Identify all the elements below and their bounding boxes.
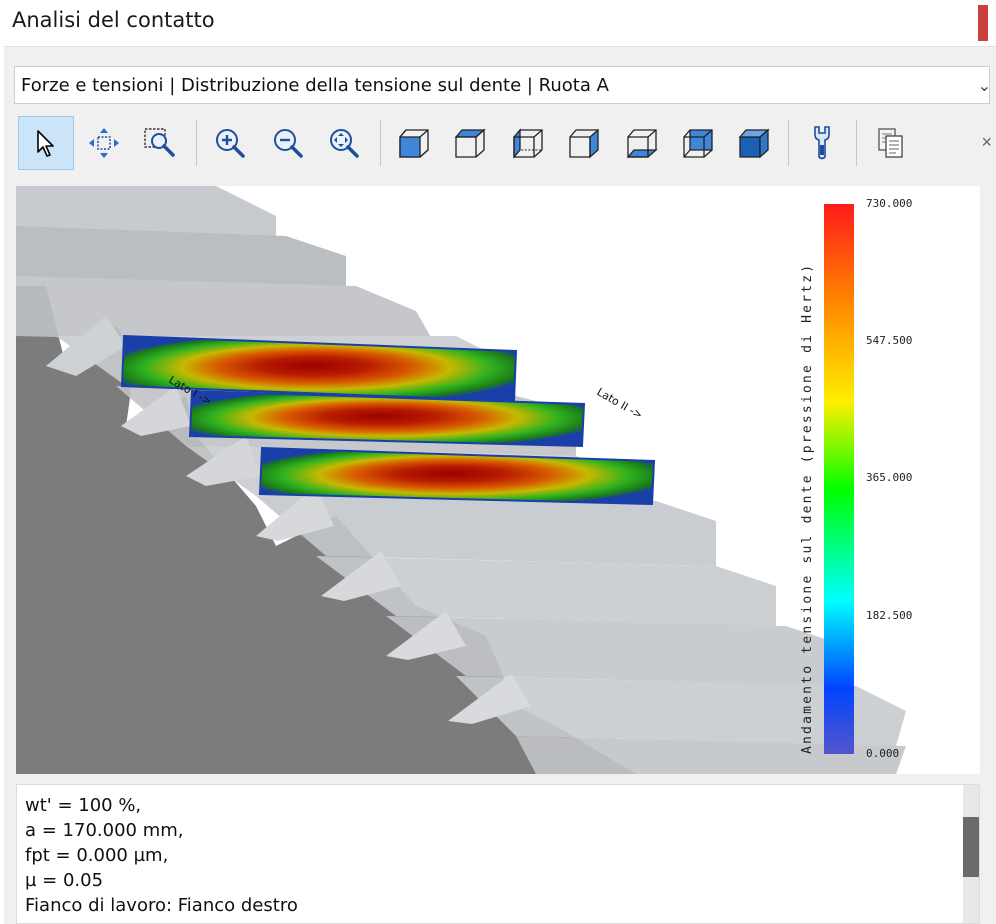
view-front-icon (399, 129, 429, 158)
pointer-icon (37, 130, 54, 157)
stress-bands (120, 334, 656, 506)
contact-plot: Lato I -> Lato II -> 730.000 547.500 365… (16, 186, 912, 774)
window-title: Analisi del contatto (12, 8, 215, 32)
view-selector-dropdown[interactable]: Forze e tensioni | Distribuzione della t… (14, 66, 991, 104)
scrollbar-thumb[interactable] (963, 817, 979, 877)
view-iso-icon (738, 128, 770, 159)
zoom-window-icon (144, 128, 175, 157)
pointer-button[interactable] (18, 116, 74, 170)
settings-wrench-icon (814, 126, 830, 160)
view-front-button[interactable] (386, 116, 442, 170)
zoom-fit-button[interactable] (316, 116, 372, 170)
close-icon[interactable] (978, 5, 988, 41)
view-top-icon (454, 128, 486, 158)
output-line: Fianco di lavoro: Fianco destro (25, 895, 298, 916)
view-right-icon (569, 128, 599, 159)
toolbar-separator (856, 120, 857, 166)
pan-button[interactable] (76, 116, 132, 170)
zoom-out-button[interactable] (260, 116, 316, 170)
side-label-2: Lato II -> (595, 385, 645, 422)
zoom-in-icon (216, 129, 245, 158)
pan-icon (89, 128, 119, 158)
legend-tick: 547.500 (866, 334, 912, 347)
legend-tick: 730.000 (866, 197, 912, 210)
output-panel: wt' = 100 %, a = 170.000 mm, fpt = 0.000… (16, 784, 980, 924)
view-left-icon (513, 128, 543, 159)
output-line: µ = 0.05 (25, 870, 104, 891)
output-line: a = 170.000 mm, (25, 820, 184, 841)
view-iso-button[interactable] (726, 116, 782, 170)
view-bottom-button[interactable] (614, 116, 670, 170)
settings-button[interactable] (794, 116, 850, 170)
zoom-window-button[interactable] (132, 116, 188, 170)
view-left-button[interactable] (500, 116, 556, 170)
output-line: fpt = 0.000 µm, (25, 845, 169, 866)
toolbar-separator (788, 120, 789, 166)
legend-tick: 365.000 (866, 471, 912, 484)
copy-icon (878, 128, 903, 158)
view-back-button[interactable] (670, 116, 726, 170)
legend-tick: 0.000 (866, 747, 899, 760)
legend-title: Andamento tensione sul dente (pressione … (800, 263, 815, 754)
chevron-down-icon[interactable]: ⌄ (977, 78, 991, 95)
toolbar: × (14, 112, 996, 176)
copy-button[interactable] (862, 116, 918, 170)
toolbar-separator (196, 120, 197, 166)
output-line: wt' = 100 %, (25, 795, 142, 816)
title-bar: Analisi del contatto (0, 0, 996, 46)
tooth-roots (46, 316, 531, 724)
zoom-fit-icon (330, 129, 359, 158)
legend-color-bar (824, 204, 854, 754)
view-top-button[interactable] (442, 116, 498, 170)
view-right-button[interactable] (556, 116, 612, 170)
zoom-out-icon (274, 129, 303, 158)
3d-viewport[interactable]: Lato I -> Lato II -> 730.000 547.500 365… (16, 186, 980, 774)
zoom-in-button[interactable] (202, 116, 258, 170)
legend-tick: 182.500 (866, 609, 912, 622)
view-back-icon (683, 129, 713, 158)
close-toolbar-icon[interactable]: × (981, 132, 992, 152)
view-bottom-icon (626, 129, 658, 158)
toolbar-separator (380, 120, 381, 166)
view-selector-value: Forze e tensioni | Distribuzione della t… (21, 75, 609, 96)
